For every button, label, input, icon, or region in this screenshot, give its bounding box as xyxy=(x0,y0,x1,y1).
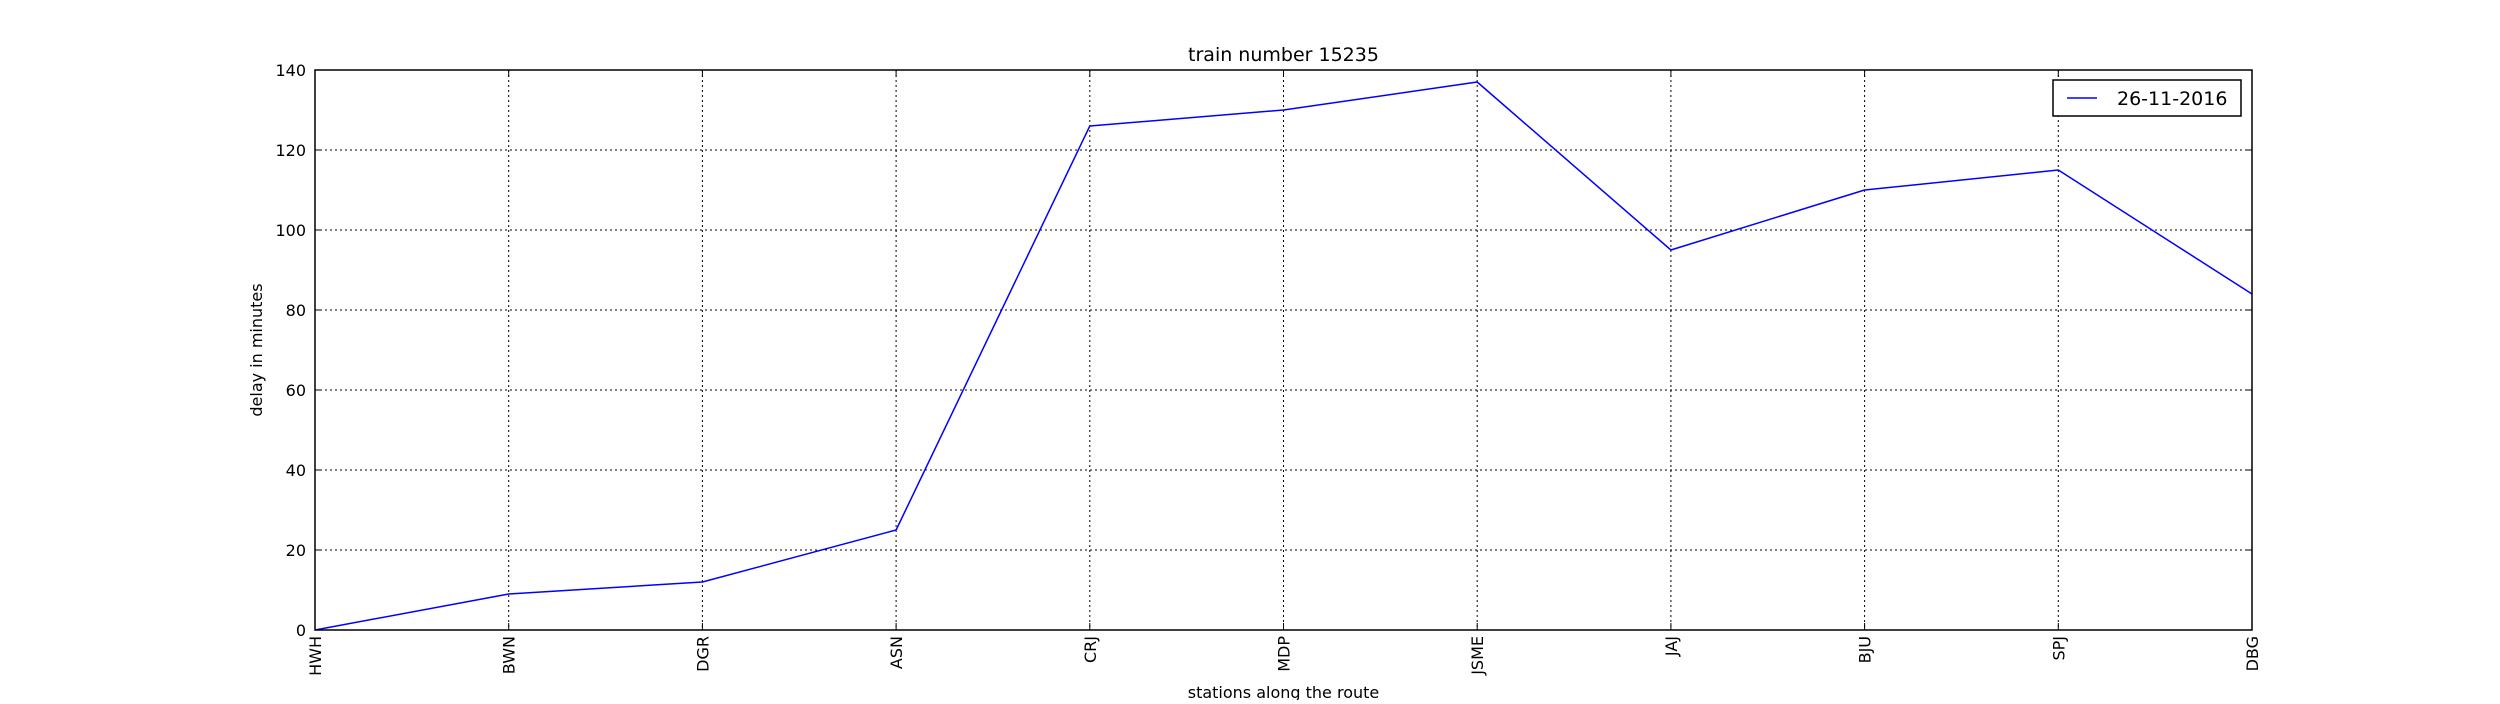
axis-ticks: HWH BWN DGR ASN CRJ MDP JSME JAJ BJU SPJ DBG 0 20 40 6… xyxy=(275,61,2262,676)
y-tick-label: 140 xyxy=(275,61,306,80)
x-tick-label: CRJ xyxy=(1081,636,1100,663)
grid xyxy=(315,70,2252,630)
y-tick-label: 20 xyxy=(286,541,306,560)
y-tick-label: 0 xyxy=(296,621,306,640)
y-tick-label: 100 xyxy=(275,221,306,240)
x-tick-label: DGR xyxy=(693,636,712,672)
x-tick-label: HWH xyxy=(306,636,325,676)
y-axis-label: delay in minutes xyxy=(247,283,266,416)
x-tick-label: JSME xyxy=(1468,636,1487,676)
legend: 26-11-2016 xyxy=(2053,80,2241,116)
x-axis-label: stations along the route xyxy=(1188,683,1380,700)
x-tick-label: BWN xyxy=(500,636,519,674)
y-tick-label: 60 xyxy=(286,381,306,400)
y-tick-label: 120 xyxy=(275,141,306,160)
x-tick-label: BJU xyxy=(1856,636,1875,663)
y-tick-label: 80 xyxy=(286,301,306,320)
chart-title: train number 15235 xyxy=(1188,44,1379,66)
y-tick-label: 40 xyxy=(286,461,306,480)
x-tick-label: ASN xyxy=(887,636,906,669)
x-tick-label: DBG xyxy=(2243,636,2262,671)
x-tick-label: MDP xyxy=(1275,636,1294,672)
legend-label: 26-11-2016 xyxy=(2117,88,2227,110)
x-tick-label: SPJ xyxy=(2049,636,2068,661)
x-tick-label: JAJ xyxy=(1662,636,1681,657)
